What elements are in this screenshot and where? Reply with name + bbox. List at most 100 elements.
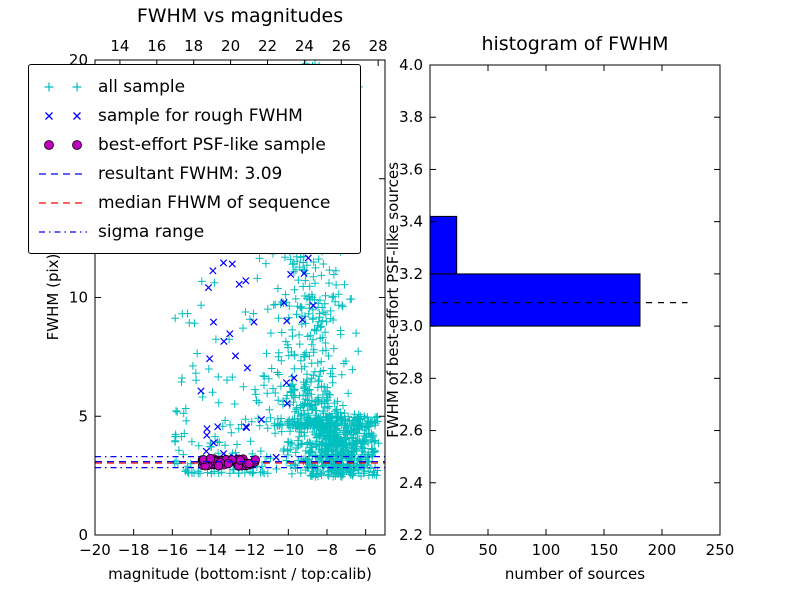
- scatter-point-plus: [357, 442, 366, 451]
- scatter-point-plus: [239, 324, 247, 333]
- scatter-point-x: [243, 364, 252, 372]
- scatter-point-plus: [314, 376, 323, 384]
- scatter-point-plus: [317, 322, 326, 331]
- scatter-point-plus: [191, 369, 200, 378]
- scatter-point-plus: [277, 427, 286, 436]
- scatter-point-plus: [352, 416, 361, 425]
- scatter-point-plus: [187, 437, 196, 446]
- scatter-point-plus: [188, 361, 197, 370]
- scatter-point-plus: [291, 393, 299, 402]
- scatter-point-plus: [321, 387, 330, 396]
- scatter-point-plus: [316, 296, 324, 305]
- scatter-point-plus: [228, 373, 237, 382]
- scatter-point-plus: [314, 317, 323, 326]
- scatter-point-plus: [323, 396, 332, 405]
- scatter-point-plus: [294, 456, 303, 465]
- scatter-point-plus: [217, 468, 226, 477]
- scatter-point-plus: [326, 314, 335, 323]
- scatter-point-plus: [323, 470, 332, 479]
- scatter-point-plus: [260, 372, 269, 381]
- scatter-point-plus: [328, 378, 337, 387]
- fwhm-vs-magnitudes-plot: −20 −18 −16 −14 −12 −10 −8 −6 14 16 18 20 22 24 26 28 0 5…: [69, 37, 388, 559]
- scatter-point-plus: [334, 432, 343, 441]
- scatter-point-x: [231, 352, 240, 360]
- scatter-point-plus: [329, 292, 338, 301]
- scatter-point-x: [272, 453, 280, 462]
- scatter-point-plus: [297, 320, 306, 329]
- scatter-point-plus: [372, 413, 381, 422]
- scatter-point-plus: [303, 391, 312, 400]
- x-tick-label: 150: [590, 541, 619, 559]
- scatter-point-plus: [293, 443, 302, 452]
- scatter-point-plus: [346, 427, 355, 436]
- scatter-point-plus: [239, 382, 248, 391]
- scatter-point-plus: [310, 400, 319, 409]
- scatter-point-plus: [295, 330, 304, 339]
- scatter-point-plus: [190, 319, 199, 328]
- scatter-point-plus: [343, 464, 352, 473]
- scatter-point-plus: [179, 450, 188, 459]
- scatter-point-plus: [368, 470, 377, 479]
- scatter-point-plus: [360, 466, 369, 475]
- scatter-point-plus: [255, 254, 264, 263]
- histogram-bar: [429, 215, 458, 275]
- scatter-point-plus: [265, 405, 274, 414]
- top-tick-label: 16: [147, 37, 166, 55]
- scatter-point-plus: [182, 416, 191, 425]
- scatter-point-plus: [211, 335, 220, 344]
- scatter-point-plus: [251, 385, 259, 394]
- scatter-point-plus: [292, 310, 301, 319]
- scatter-point-plus: [322, 426, 331, 435]
- scatter-point-plus: [305, 292, 314, 301]
- scatter-point-plus: [319, 366, 328, 375]
- plus-icon: [44, 82, 54, 91]
- scatter-point-x: [209, 318, 218, 326]
- scatter-point-plus: [273, 368, 282, 377]
- left-plot-xlabel: magnitude (bottom:isnt / top:calib): [108, 565, 372, 583]
- legend-item-label: median FHWM of sequence: [98, 192, 331, 213]
- scatter-point-plus: [307, 374, 316, 383]
- scatter-point-plus: [306, 421, 315, 430]
- x-tick-label: 0: [425, 541, 435, 559]
- top-tick-label: 24: [295, 37, 314, 55]
- scatter-point-plus: [256, 447, 265, 456]
- scatter-point-plus: [285, 419, 294, 428]
- scatter-point-plus: [318, 407, 327, 416]
- top-tick-label: 20: [221, 37, 240, 55]
- scatter-point-x: [242, 423, 250, 431]
- scatter-point-plus: [370, 437, 379, 446]
- scatter-point-plus: [331, 266, 340, 275]
- scatter-point-x: [228, 260, 236, 268]
- scatter-point-plus: [303, 375, 312, 384]
- scatter-point-plus: [295, 263, 304, 272]
- scatter-point-plus: [331, 297, 340, 306]
- scatter-point-plus: [186, 459, 195, 468]
- legend-marker-line-dashed: [39, 172, 87, 175]
- scatter-point-x: [210, 439, 218, 447]
- scatter-point-plus: [275, 370, 283, 379]
- scatter-point-plus: [291, 448, 300, 457]
- scatter-point-plus: [349, 421, 358, 430]
- y-tick-label: 5: [78, 407, 88, 425]
- scatter-point-plus: [305, 396, 314, 405]
- scatter-point-plus: [210, 278, 219, 287]
- x-tick-label: 100: [532, 541, 561, 559]
- scatter-point-plus: [301, 421, 310, 429]
- legend-marker-circle: [44, 139, 82, 150]
- scatter-point-plus: [320, 299, 329, 308]
- scatter-point-plus: [194, 441, 203, 450]
- scatter-point-plus: [266, 454, 275, 463]
- scatter-point-plus: [287, 469, 296, 478]
- scatter-point-plus: [273, 284, 282, 293]
- scatter-point-circle: [244, 458, 254, 469]
- scatter-point-plus: [284, 421, 293, 430]
- legend-item: median FHWM of sequence: [37, 188, 360, 217]
- scatter-point-x: [214, 423, 222, 431]
- scatter-point-x: [250, 318, 258, 326]
- scatter-point-plus: [322, 317, 331, 326]
- scatter-point-plus: [348, 451, 357, 460]
- scatter-point-plus: [311, 279, 319, 288]
- scatter-point-plus: [227, 428, 236, 437]
- scatter-point-plus: [290, 285, 299, 294]
